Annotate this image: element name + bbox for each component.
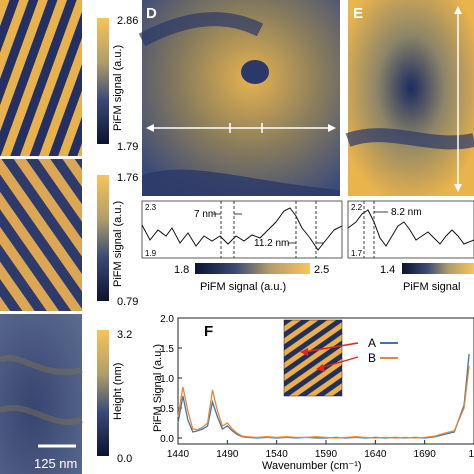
y-tick-label: 1.0	[160, 374, 174, 385]
profile-e-line	[347, 209, 474, 247]
profile-d-annot1: 7 nm	[194, 209, 216, 220]
colorbar-e-label: PiFM signal	[403, 281, 460, 293]
scalebar-label: 125 nm	[34, 456, 77, 471]
colorbar-row1-min: 1.79	[117, 141, 138, 153]
x-tick-label: 1440	[167, 449, 190, 460]
profile-d-bottom: 1.9	[145, 249, 157, 258]
panel-row1-image	[0, 0, 82, 156]
colorbar-d: 1.8 2.5 PiFM signal (a.u.)	[174, 263, 329, 293]
x-tick-label: 1640	[364, 449, 387, 460]
panel-e-image: E	[345, 0, 474, 196]
colorbar-row3: 3.2 0.0 Height (nm)	[97, 329, 132, 465]
colorbar-row3-min: 0.0	[117, 453, 132, 465]
series-line-b	[177, 365, 470, 439]
colorbar-row1-max: 2.86	[117, 15, 138, 27]
panel-f-letter: F	[204, 323, 213, 340]
y-tick-label: 2.0	[160, 314, 174, 325]
panel-e-profile: 2.2 1.7 8.2 nm	[347, 200, 474, 259]
y-tick-label: 1.5	[160, 344, 174, 355]
panel-d-letter: D	[146, 5, 157, 22]
x-tick-label: 1540	[266, 449, 289, 460]
panel-d-image: D	[138, 0, 340, 196]
panel-e-letter: E	[353, 5, 363, 22]
y-tick-label: 0.5	[160, 404, 174, 415]
panel-row3-image	[0, 314, 83, 474]
colorbar-d-min: 1.8	[174, 264, 189, 276]
colorbar-row2-min: 0.79	[117, 296, 138, 308]
panel-d-profile: 2.3 1.9 7 nm 11.2 nm	[141, 200, 343, 259]
x-tick-label: 1490	[216, 449, 239, 460]
profile-e-bottom: 1.7	[351, 249, 363, 258]
panel-f: F PiFM Signal (a.u.) Wavenumber (cm⁻¹) 1…	[152, 314, 474, 472]
y-tick-labels: 0.0 0.5 1.0 1.5 2.0	[160, 314, 174, 445]
y-tick-label: 0.0	[160, 434, 174, 445]
colorbar-e: 1.4 PiFM signal	[380, 263, 474, 293]
inset-label-b: B	[368, 351, 376, 365]
colorbar-row2-max: 1.76	[117, 172, 138, 184]
colorbar-row1-label: PiFM signal (a.u.)	[112, 45, 124, 131]
profile-e-annot1: 8.2 nm	[391, 207, 422, 218]
inset-label-a: A	[368, 336, 376, 350]
colorbar-d-label: PiFM signal (a.u.)	[200, 281, 286, 293]
series-lines	[177, 353, 470, 439]
colorbar-row1: 2.86 1.79 PiFM signal (a.u.)	[97, 15, 138, 153]
colorbar-row2: 1.76 0.79 PiFM signal (a.u.)	[97, 172, 138, 308]
profile-d-top: 2.3	[145, 203, 157, 212]
scalebar: 125 nm	[34, 444, 77, 471]
profile-e-top: 2.2	[351, 203, 363, 212]
y-axis-label: PiFM Signal (a.u.)	[152, 344, 164, 432]
profile-d-annot2: 11.2 nm	[254, 238, 289, 249]
colorbar-row3-label: Height (nm)	[112, 363, 124, 420]
x-axis-label: Wavenumber (cm⁻¹)	[262, 460, 362, 472]
panel-row2-image	[0, 159, 82, 311]
x-tick-label: 1690	[414, 449, 437, 460]
colorbar-row2-label: PiFM signal (a.u.)	[112, 201, 124, 287]
colorbar-d-max: 2.5	[314, 264, 329, 276]
x-tick-labels: 1440 1490 1540 1590 1640 1690 17	[167, 449, 474, 460]
profile-d-line	[141, 207, 343, 251]
x-tick-label: 1590	[315, 449, 338, 460]
x-ticks	[177, 440, 474, 444]
inset-image	[283, 319, 343, 397]
colorbar-e-min: 1.4	[380, 264, 395, 276]
colorbar-row3-max: 3.2	[117, 329, 132, 341]
x-tick-label: 17	[468, 449, 474, 460]
